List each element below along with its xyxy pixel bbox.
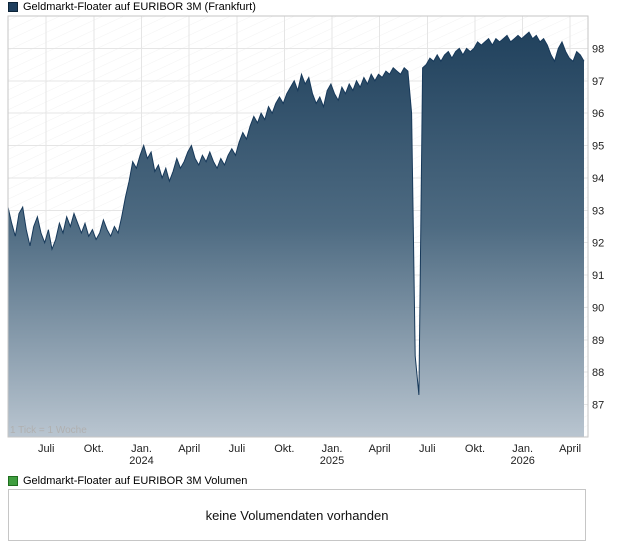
svg-text:89: 89: [592, 335, 604, 347]
svg-text:87: 87: [592, 400, 604, 412]
svg-text:92: 92: [592, 238, 604, 250]
svg-text:94: 94: [592, 173, 604, 185]
svg-text:Okt.: Okt.: [84, 443, 104, 455]
svg-text:Jan.: Jan.: [131, 443, 152, 455]
volume-series-swatch-icon: [8, 476, 18, 486]
volume-panel: keine Volumendaten vorhanden: [8, 489, 586, 541]
svg-text:Juli: Juli: [229, 443, 246, 455]
svg-text:97: 97: [592, 76, 604, 88]
svg-text:Okt.: Okt.: [465, 443, 485, 455]
svg-text:88: 88: [592, 367, 604, 379]
svg-text:2024: 2024: [129, 455, 153, 467]
price-series-legend: Geldmarkt-Floater auf EURIBOR 3M (Frankf…: [8, 1, 256, 13]
svg-text:90: 90: [592, 303, 604, 315]
volume-legend-label: Geldmarkt-Floater auf EURIBOR 3M Volumen: [23, 475, 248, 487]
svg-text:Jan.: Jan.: [322, 443, 343, 455]
svg-text:2025: 2025: [320, 455, 344, 467]
svg-text:93: 93: [592, 205, 604, 217]
svg-text:91: 91: [592, 270, 604, 282]
price-series-swatch-icon: [8, 2, 18, 12]
svg-text:Juli: Juli: [38, 443, 55, 455]
no-volume-message: keine Volumendaten vorhanden: [205, 507, 389, 523]
svg-text:98: 98: [592, 43, 604, 55]
svg-text:April: April: [559, 443, 581, 455]
svg-text:1 Tick = 1 Woche: 1 Tick = 1 Woche: [10, 425, 87, 436]
svg-text:96: 96: [592, 108, 604, 120]
chart-title: Geldmarkt-Floater auf EURIBOR 3M (Frankf…: [23, 1, 256, 13]
svg-text:Okt.: Okt.: [274, 443, 294, 455]
svg-text:Juli: Juli: [419, 443, 436, 455]
svg-text:April: April: [178, 443, 200, 455]
svg-text:April: April: [369, 443, 391, 455]
svg-text:Jan.: Jan.: [512, 443, 533, 455]
svg-text:2026: 2026: [510, 455, 534, 467]
svg-text:95: 95: [592, 141, 604, 153]
volume-series-legend: Geldmarkt-Floater auf EURIBOR 3M Volumen: [8, 475, 247, 487]
